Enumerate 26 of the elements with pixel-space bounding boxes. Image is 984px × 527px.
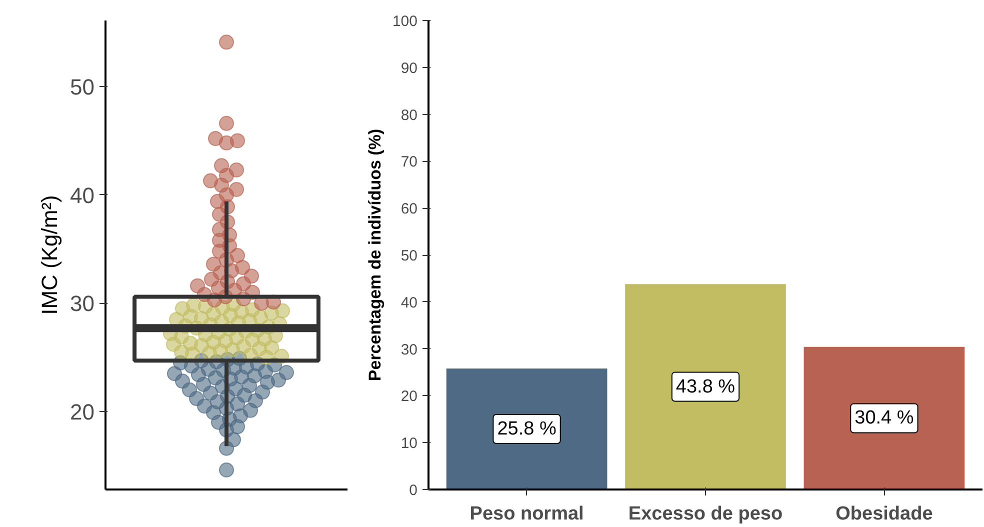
bar bbox=[446, 368, 608, 490]
y-axis-title: IMC (Kg/m²) bbox=[37, 195, 62, 315]
data-label: 30.4 % bbox=[854, 408, 914, 429]
y-tick-label: 60 bbox=[400, 200, 418, 218]
bar bbox=[804, 346, 965, 490]
data-label: 43.8 % bbox=[676, 376, 736, 398]
y-tick-label: 20 bbox=[400, 388, 418, 406]
y-tick-label: 30 bbox=[70, 291, 95, 316]
y-tick-label: 30 bbox=[400, 341, 418, 358]
y-tick-label: 100 bbox=[392, 13, 418, 30]
y-tick-label: 40 bbox=[400, 294, 418, 312]
x-tick-label: Obesidade bbox=[836, 504, 933, 524]
x-tick-label: Peso normal bbox=[470, 504, 584, 524]
y-tick-label: 20 bbox=[70, 400, 95, 425]
y-tick-label: 40 bbox=[70, 182, 95, 208]
y-tick-label: 50 bbox=[400, 248, 418, 264]
y-tick-label: 10 bbox=[400, 435, 418, 452]
x-tick-label: Excesso de peso bbox=[628, 504, 783, 524]
y-tick-label: 80 bbox=[400, 106, 418, 124]
y-tick-label: 70 bbox=[400, 154, 418, 171]
bar bbox=[625, 284, 786, 490]
y-axis-title: Percentagem de indivíduos (%) bbox=[365, 128, 384, 382]
y-tick-label: 90 bbox=[400, 60, 418, 77]
data-label: 25.8 % bbox=[497, 418, 556, 440]
y-tick-label: 50 bbox=[70, 74, 95, 100]
y-tick-label: 0 bbox=[409, 482, 418, 499]
